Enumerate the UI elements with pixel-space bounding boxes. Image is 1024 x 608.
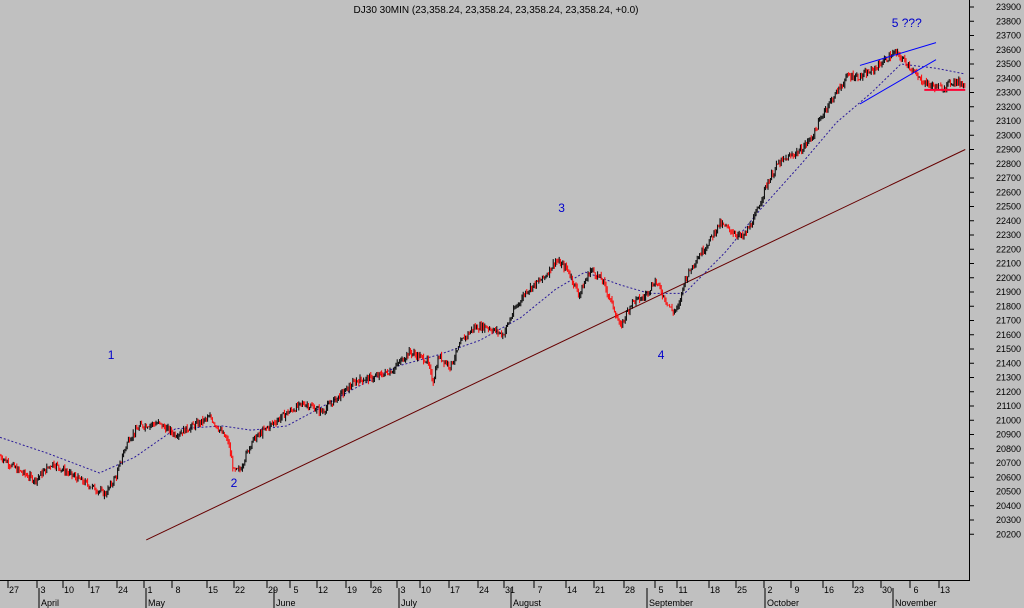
x-tick-label: 10 [421, 585, 431, 595]
x-tick-label: 28 [625, 585, 635, 595]
x-tick-label: 26 [372, 585, 382, 595]
wave-label: 4 [658, 348, 665, 362]
y-tick-label: 20700 [996, 458, 1021, 468]
x-tick-label: 12 [318, 585, 328, 595]
x-tick-label: 24 [118, 585, 128, 595]
month-label: November [895, 598, 937, 608]
y-tick-label: 21900 [996, 287, 1021, 297]
x-tick-label: 5 [293, 585, 298, 595]
y-tick-label: 23700 [996, 31, 1021, 41]
wedge-upper-line [859, 42, 937, 66]
candle-layer [0, 48, 966, 500]
y-axis: 20200 20300 20400 20500 20600 20700 20800 20900… [969, 2, 1021, 539]
wave-label: 5 ??? [892, 16, 922, 30]
x-tick-label: 8 [175, 585, 180, 595]
y-tick-label: 21400 [996, 358, 1021, 368]
y-tick-label: 23400 [996, 73, 1021, 83]
y-tick-label: 21000 [996, 415, 1021, 425]
x-tick-label: 17 [450, 585, 460, 595]
x-tick-label: 9 [794, 585, 799, 595]
x-tick-label: 17 [90, 585, 100, 595]
x-tick-label: 13 [940, 585, 950, 595]
y-tick-label: 20300 [996, 515, 1021, 525]
x-tick-label: 18 [710, 585, 720, 595]
x-tick-label: 29 [268, 585, 278, 595]
x-tick-label: 11 [678, 585, 687, 595]
x-tick-label: 3 [400, 585, 405, 595]
y-tick-label: 21700 [996, 316, 1021, 326]
y-tick-label: 21100 [997, 401, 1021, 411]
trendline-layer [146, 149, 966, 541]
x-tick-label: 14 [567, 585, 577, 595]
month-label: September [649, 598, 693, 608]
y-tick-label: 20400 [996, 501, 1021, 511]
y-tick-label: 22100 [996, 259, 1021, 269]
x-tick-label: 22 [235, 585, 245, 595]
y-tick-label: 23500 [996, 59, 1021, 69]
y-tick-label: 23300 [996, 88, 1021, 98]
wedge-lower-line [859, 59, 937, 105]
y-tick-label: 23600 [996, 45, 1021, 55]
y-tick-label: 21600 [996, 330, 1021, 340]
y-tick-label: 21500 [996, 344, 1021, 354]
x-tick-label: 5 [658, 585, 663, 595]
x-tick-label: 23 [854, 585, 864, 595]
y-tick-label: 20200 [996, 529, 1021, 539]
y-tick-label: 23800 [996, 16, 1021, 26]
y-tick-label: 22000 [996, 273, 1021, 283]
month-label: August [513, 598, 542, 608]
pattern-layer [859, 42, 966, 105]
wave-label: 1 [108, 348, 115, 362]
x-tick-label: 21 [595, 585, 605, 595]
x-tick-label: 19 [347, 585, 357, 595]
y-tick-label: 22400 [996, 216, 1021, 226]
y-tick-label: 20800 [996, 444, 1021, 454]
y-tick-label: 22700 [996, 173, 1021, 183]
y-tick-label: 22300 [996, 230, 1021, 240]
x-axis: 27 3 10 17 24 1 8 15 22 29 5 12 19 26 3 10 17 24 31 7 14 21 28… [7, 580, 950, 608]
x-tick-label: 6 [913, 585, 918, 595]
plot-area [0, 0, 969, 580]
x-tick-label: 24 [479, 585, 489, 595]
x-tick-label: 16 [824, 585, 834, 595]
wave-label-layer: 1 2 3 4 5 ??? [108, 16, 922, 490]
y-tick-label: 23100 [996, 116, 1021, 126]
y-tick-label: 22600 [996, 187, 1021, 197]
x-tick-label: 25 [737, 585, 747, 595]
trendline [146, 149, 966, 541]
y-tick-label: 23900 [996, 2, 1021, 12]
y-tick-label: 22200 [996, 244, 1021, 254]
y-tick-label: 21300 [996, 373, 1021, 383]
y-tick-label: 21200 [996, 387, 1021, 397]
x-tick-label: 1 [147, 585, 152, 595]
y-tick-label: 22500 [996, 202, 1021, 212]
month-label: April [41, 598, 59, 608]
wave-label: 3 [558, 201, 565, 215]
x-tick-label: 3 [40, 585, 45, 595]
y-tick-label: 23200 [996, 102, 1021, 112]
x-tick-label: 31 [505, 585, 515, 595]
y-tick-label: 20600 [996, 472, 1021, 482]
x-tick-label: 7 [537, 585, 542, 595]
wave-label: 2 [231, 476, 238, 490]
y-tick-label: 22900 [996, 145, 1021, 155]
y-tick-label: 23000 [996, 130, 1021, 140]
x-tick-label: 15 [208, 585, 218, 595]
chart-title: DJ30 30MIN (23,358.24, 23,358.24, 23,358… [354, 5, 639, 16]
y-tick-label: 21800 [996, 301, 1021, 311]
y-tick-label: 22800 [996, 159, 1021, 169]
month-label: June [276, 598, 296, 608]
month-label: May [148, 598, 166, 608]
month-label: October [767, 598, 799, 608]
x-tick-label: 10 [64, 585, 74, 595]
month-label: July [401, 598, 418, 608]
y-tick-label: 20900 [996, 430, 1021, 440]
x-tick-label: 27 [9, 585, 19, 595]
x-tick-label: 2 [767, 585, 772, 595]
x-tick-label: 30 [882, 585, 892, 595]
y-tick-label: 20500 [996, 487, 1021, 497]
